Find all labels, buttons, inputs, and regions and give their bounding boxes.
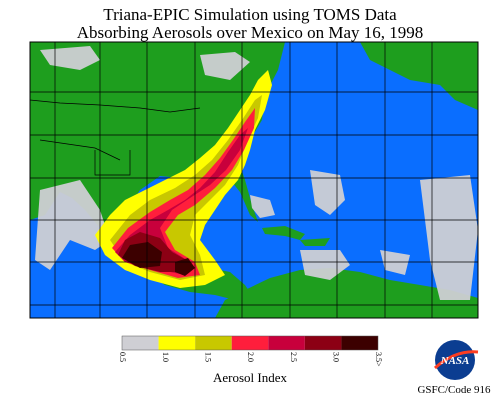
colorbar-swatch [158,336,196,350]
colorbar-swatch [231,336,269,350]
colorbar-frame [121,335,379,351]
colorbar-tick: 2.5 [289,352,298,362]
colorbar-swatch [341,336,378,350]
grid [30,42,478,318]
land [30,42,285,312]
colorbar-tick: 3.5> [374,352,383,367]
logo-text: NASA [440,355,470,367]
colorbar: 0.5 1.0 1.5 2.0 2.5 3.0 3.5> [118,335,383,367]
title-line: Triana-EPIC Simulation using TOMS Data [103,5,397,24]
haze [35,46,478,300]
colorbar-tick: 1.5 [203,352,212,362]
nasa-logo: NASA [433,340,479,380]
colorbar-tick: 3.0 [331,352,340,362]
island [300,238,330,246]
colorbar-label: Aerosol Index [213,370,288,385]
colorbar-swatch [268,336,305,350]
colorbar-swatch [122,336,159,350]
colorbar-tick: 1.0 [161,352,170,362]
colorbar-swatch [195,336,232,350]
island [262,226,305,240]
credit: GSFC/Code 916 [417,384,491,396]
title-line: Absorbing Aerosols over Mexico on May 16… [77,23,424,42]
land [360,42,478,110]
colorbar-tick: 2.0 [246,352,255,362]
colorbar-swatch [304,336,342,350]
colorbar-tick: 0.5 [118,352,127,362]
plume-core [122,242,195,276]
map [29,41,479,319]
land [215,268,478,318]
